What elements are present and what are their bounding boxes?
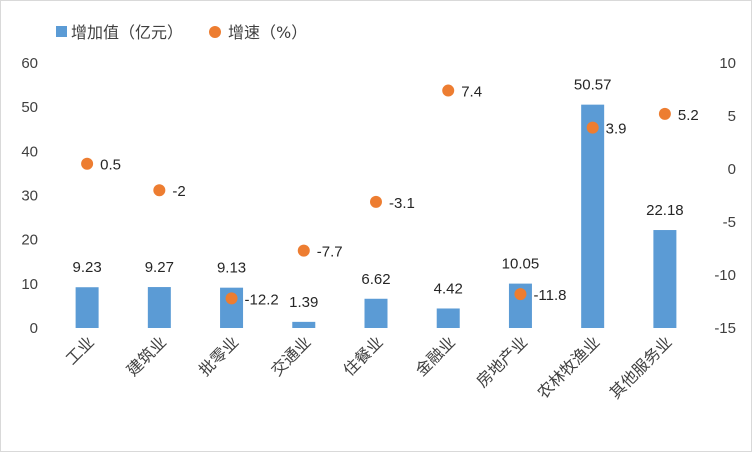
bar-value-label: 9.23 xyxy=(73,259,102,276)
category-label: 批零业 xyxy=(195,332,242,379)
right-tick-label: 10 xyxy=(719,55,736,72)
bar xyxy=(147,287,171,328)
bar xyxy=(75,287,99,328)
bar-value-label: 10.05 xyxy=(502,256,540,273)
growth-value-label: 5.2 xyxy=(678,107,699,124)
bar xyxy=(436,308,460,328)
growth-value-label: 7.4 xyxy=(461,84,482,101)
category-label: 工业 xyxy=(62,332,98,368)
legend-label-growth: 增速（%） xyxy=(228,23,307,42)
growth-value-label: -12.2 xyxy=(245,291,279,308)
growth-point xyxy=(586,121,599,134)
right-tick-label: -15 xyxy=(714,320,736,337)
left-tick-label: 30 xyxy=(21,188,38,205)
bar-value-label: 22.18 xyxy=(646,202,684,219)
bar xyxy=(364,298,388,328)
left-tick-label: 40 xyxy=(21,143,38,160)
growth-point xyxy=(370,195,382,208)
growth-point xyxy=(514,288,527,301)
legend-swatch-growth xyxy=(209,26,221,38)
growth-value-label: 3.9 xyxy=(606,121,627,138)
legend-label-bar: 增加值（亿元） xyxy=(71,23,183,42)
growth-point xyxy=(81,157,94,170)
category-label: 建筑业 xyxy=(123,332,170,379)
bar-value-label: 50.57 xyxy=(574,77,612,94)
left-axis: 0 10 20 30 40 50 60 xyxy=(21,55,38,337)
growth-point xyxy=(442,84,455,97)
right-tick-label: -10 xyxy=(714,267,736,284)
left-tick-label: 20 xyxy=(21,232,38,249)
bar-series: 9.23 9.27 9.13 1.39 6.62 4.42 10.05 50.57 22.18 xyxy=(73,77,684,328)
growth-point xyxy=(153,184,166,197)
category-label: 房地产业 xyxy=(473,332,532,391)
right-tick-label: 5 xyxy=(728,108,736,125)
growth-value-label: -7.7 xyxy=(317,244,343,261)
bar xyxy=(581,104,605,328)
right-axis: -15 -10 -5 0 5 10 xyxy=(714,55,736,337)
growth-value-label: -2 xyxy=(172,183,185,200)
growth-value-label: -11.8 xyxy=(533,287,566,304)
growth-value-label: 0.5 xyxy=(100,157,121,174)
bar-value-label: 1.39 xyxy=(289,294,318,311)
bar xyxy=(653,230,677,328)
category-label: 农林牧渔业 xyxy=(533,332,603,402)
right-tick-label: -5 xyxy=(723,214,736,231)
left-tick-label: 10 xyxy=(21,276,38,293)
growth-point xyxy=(658,107,671,120)
legend-swatch-bar xyxy=(56,26,67,37)
bar-value-label: 9.13 xyxy=(217,260,246,277)
legend: 增加值（亿元） 增速（%） xyxy=(56,23,307,42)
bar-value-label: 9.27 xyxy=(145,259,174,276)
growth-value-label: -3.1 xyxy=(389,195,415,212)
category-label: 交通业 xyxy=(267,332,314,379)
growth-point xyxy=(297,244,310,257)
category-label: 其他服务业 xyxy=(606,332,676,402)
left-tick-label: 0 xyxy=(30,320,38,337)
bar-value-label: 6.62 xyxy=(361,271,390,288)
category-axis: 工业 建筑业 批零业 交通业 住餐业 金融业 房地产业 农林牧渔业 其他服务业 xyxy=(62,332,676,402)
growth-point xyxy=(225,292,238,305)
bar xyxy=(292,321,316,328)
category-label: 金融业 xyxy=(412,332,459,379)
right-tick-label: 0 xyxy=(728,161,736,178)
left-tick-label: 60 xyxy=(21,55,38,72)
bar-value-label: 4.42 xyxy=(434,280,463,297)
left-tick-label: 50 xyxy=(21,99,38,116)
growth-series: 0.5 -2 -12.2 -7.7 -3.1 7.4 -11.8 3.9 5.2 xyxy=(81,84,699,308)
category-label: 住餐业 xyxy=(339,332,386,379)
